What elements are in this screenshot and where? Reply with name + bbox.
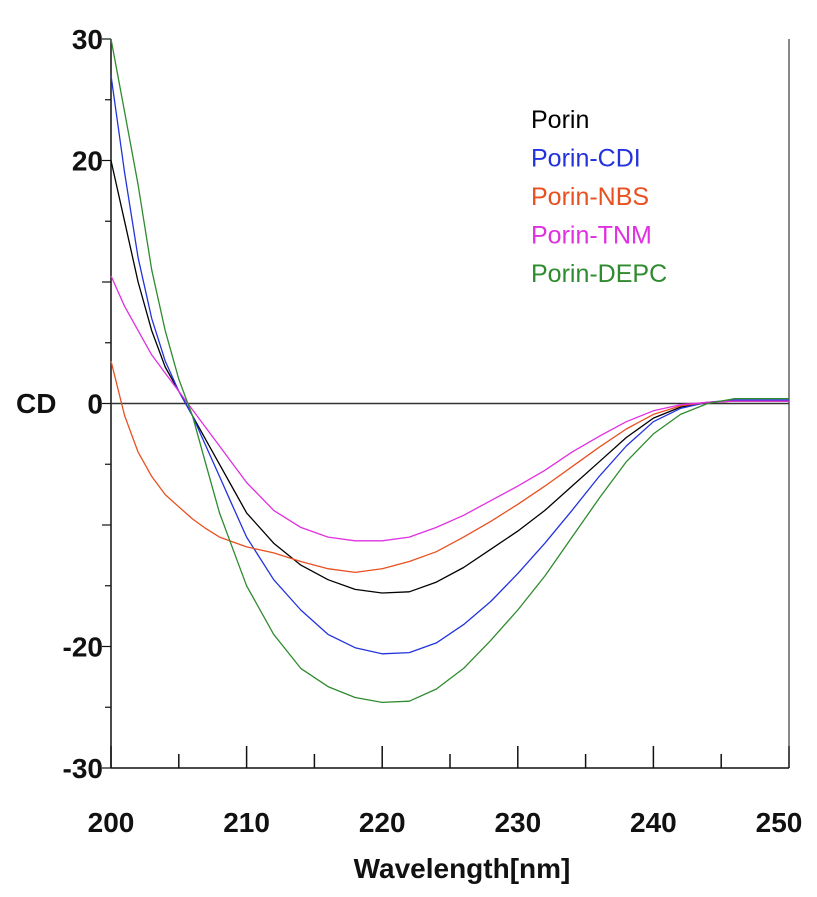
legend-entry: Porin-NBS [531, 183, 649, 211]
x-axis-title: Wavelength[nm] [354, 853, 571, 884]
x-tick-label: 220 [359, 807, 406, 838]
legend-entry: Porin-DEPC [531, 260, 667, 288]
legend-entry: Porin-TNM [531, 222, 652, 250]
y-tick-label: -30 [63, 753, 103, 784]
series-lines [110, 38, 789, 704]
y-tick-label: 30 [72, 24, 103, 55]
series-line-porin-tnm [110, 275, 789, 542]
legend-entry: Porin-CDI [531, 145, 641, 173]
y-axis-title: CD [16, 388, 56, 419]
x-tick-label: 230 [494, 807, 541, 838]
x-tick-label: 250 [756, 807, 803, 838]
x-tick-label: 240 [630, 807, 677, 838]
legend: Porin Porin-CDI Porin-NBS Porin-TNM Porin-DE… [531, 106, 667, 288]
x-tick-label: 210 [223, 807, 270, 838]
series-line-porin [110, 160, 789, 594]
series-line-porin-depc [110, 38, 789, 704]
y-tick-label: 20 [72, 146, 103, 177]
series-line-porin-cdi [110, 75, 789, 655]
y-tick-label: -20 [63, 632, 103, 663]
x-axis-ticks: 200 210 220 230 240 250 [88, 746, 803, 838]
y-axis-ticks: 30 20 0 -20 -30 [63, 24, 111, 784]
y-tick-label: 0 [87, 389, 103, 420]
series-line-porin-nbs [110, 360, 789, 574]
x-tick-label: 200 [88, 807, 135, 838]
legend-entry: Porin [531, 106, 589, 134]
